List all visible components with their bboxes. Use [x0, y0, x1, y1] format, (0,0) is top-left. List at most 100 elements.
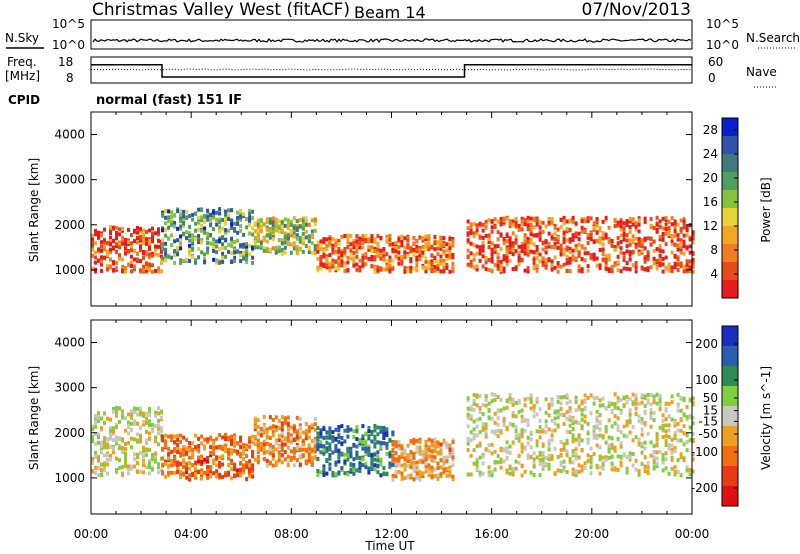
echo-cell	[161, 241, 165, 246]
echo-cell	[157, 244, 160, 249]
echo-cell	[118, 406, 121, 411]
echo-cell	[316, 268, 320, 273]
echo-cell	[667, 401, 671, 406]
echo-cell	[151, 269, 154, 274]
echo-cell	[679, 408, 683, 413]
echo-cell	[376, 247, 380, 252]
echo-cell	[109, 231, 112, 236]
echo-cell	[565, 438, 569, 443]
echo-cell	[634, 242, 638, 247]
echo-cell	[667, 229, 671, 234]
echo-cell	[271, 216, 275, 221]
echo-cell	[230, 243, 234, 248]
echo-cell	[427, 456, 431, 461]
echo-cell	[170, 220, 174, 225]
echo-cell	[562, 233, 566, 238]
echo-cell	[121, 235, 124, 240]
echo-cell	[676, 392, 680, 397]
echo-cell	[280, 442, 284, 447]
echo-cell	[655, 258, 659, 263]
colorbar-tick-label: 24	[703, 147, 718, 161]
echo-cell	[688, 472, 692, 477]
echo-cell	[481, 402, 485, 407]
velocity-ylabel: Slant Range [km]	[27, 366, 41, 470]
echo-cell	[188, 477, 192, 482]
echo-cell	[436, 476, 440, 481]
echo-cell	[445, 248, 449, 253]
echo-cell	[415, 460, 419, 465]
echo-cell	[637, 419, 641, 424]
echo-cell	[364, 439, 368, 444]
echo-cell	[688, 244, 692, 249]
x-tick-label: 00:00	[74, 527, 109, 541]
echo-cell	[221, 259, 225, 264]
echo-cell	[280, 241, 284, 246]
echo-cell	[328, 442, 332, 447]
echo-cell	[191, 254, 195, 259]
echo-cell	[571, 421, 575, 426]
echo-cell	[248, 436, 252, 441]
echo-cell	[505, 468, 509, 473]
echo-cell	[124, 269, 127, 274]
echo-cell	[565, 254, 569, 259]
echo-cell	[164, 443, 168, 448]
echo-cell	[248, 231, 252, 236]
echo-cell	[139, 469, 142, 474]
echo-cell	[691, 240, 695, 245]
echo-cell	[262, 457, 266, 461]
echo-cell	[472, 419, 476, 424]
echo-cell	[100, 255, 103, 260]
echo-cell	[550, 220, 554, 225]
echo-cell	[439, 465, 443, 470]
colorbar-tick-label: 50	[703, 391, 718, 405]
echo-cell	[355, 437, 359, 442]
echo-cell	[188, 466, 192, 471]
echo-cell	[520, 429, 524, 434]
echo-cell	[676, 262, 680, 267]
echo-cell	[286, 226, 290, 231]
echo-cell	[679, 218, 683, 223]
echo-cell	[430, 443, 434, 448]
echo-cell	[316, 265, 320, 270]
echo-cell	[430, 262, 434, 266]
echo-cell	[376, 432, 380, 437]
echo-cell	[649, 242, 653, 247]
echo-cell	[505, 405, 509, 410]
echo-cell	[673, 464, 677, 469]
echo-cell	[415, 268, 419, 273]
echo-cell	[616, 416, 620, 421]
echo-cell	[151, 467, 154, 472]
echo-cell	[145, 241, 148, 246]
echo-cell	[628, 420, 632, 425]
echo-cell	[658, 224, 662, 229]
echo-cell	[424, 451, 428, 456]
echo-cell	[301, 438, 305, 443]
echo-cell	[194, 475, 198, 480]
y-tick-label: 3000	[54, 173, 85, 187]
echo-cell	[298, 247, 302, 252]
echo-cell	[523, 245, 527, 250]
echo-cell	[415, 438, 419, 443]
echo-cell	[583, 393, 587, 398]
colorbar-segment	[722, 244, 738, 263]
echo-cell	[409, 465, 413, 470]
x-tick-label: 08:00	[274, 527, 309, 541]
echo-cell	[139, 451, 142, 456]
echo-cell	[242, 232, 246, 237]
echo-cell	[520, 219, 524, 224]
echo-cell	[373, 246, 377, 251]
echo-cell	[298, 236, 302, 241]
echo-cell	[352, 429, 356, 434]
echo-cell	[574, 395, 578, 400]
echo-cell	[370, 249, 374, 254]
echo-cell	[209, 233, 213, 237]
echo-cell	[508, 471, 512, 476]
echo-cell	[607, 455, 611, 460]
echo-cell	[310, 448, 314, 453]
echo-cell	[406, 443, 410, 448]
echo-cell	[322, 472, 326, 477]
echo-cell	[230, 225, 234, 230]
echo-cell	[649, 402, 653, 407]
echo-cell	[682, 431, 686, 436]
echo-cell	[106, 457, 109, 462]
